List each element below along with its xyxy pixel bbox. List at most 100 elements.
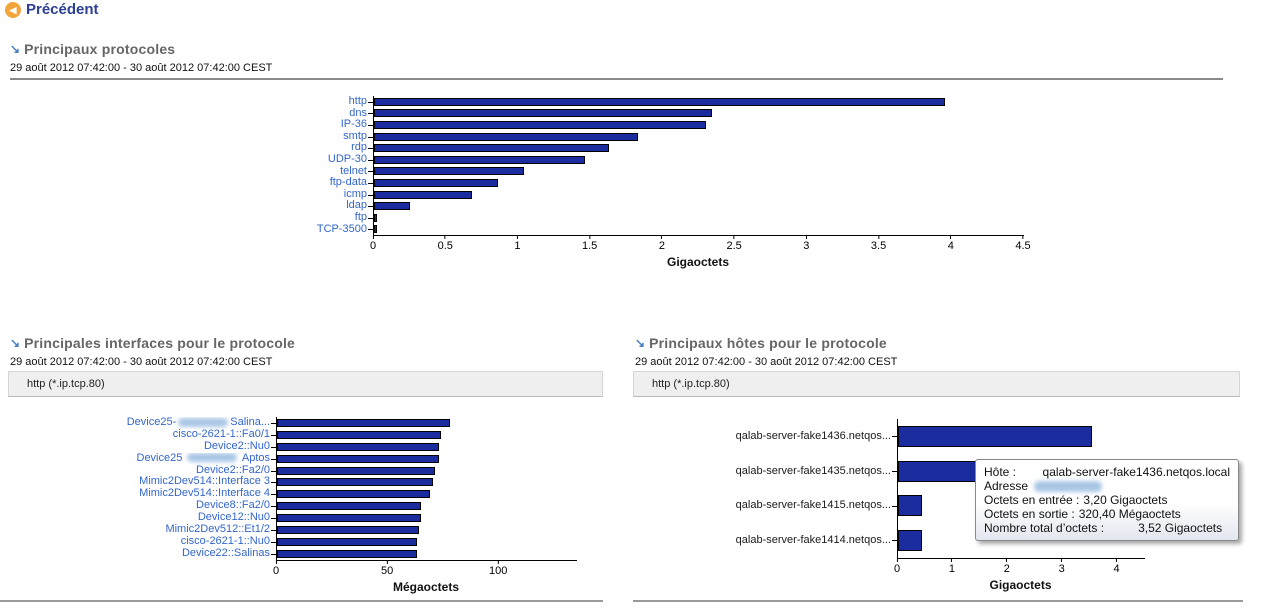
x-tick: 0 <box>370 235 376 252</box>
x-axis: 0 1 2 3 4 <box>894 557 1144 580</box>
bar[interactable] <box>898 495 922 517</box>
category-label[interactable]: ldap <box>346 200 367 212</box>
x-axis-label: Gigaoctets <box>989 577 1052 592</box>
bar[interactable] <box>277 549 417 558</box>
category-labels: qalab-server-fake1436.netqos... qalab-ser… <box>633 419 891 558</box>
x-tick: 2 <box>659 235 665 252</box>
x-tick: 0.5 <box>438 235 453 252</box>
bar[interactable] <box>277 442 440 451</box>
bar[interactable] <box>277 418 451 427</box>
bar[interactable] <box>374 178 499 187</box>
bar[interactable] <box>277 490 431 499</box>
protocol-filter-label: http (*.ip.tcp.80) <box>8 371 603 397</box>
back-arrow-icon: ◀ <box>5 1 21 18</box>
x-axis: 0 50 100 <box>273 559 576 582</box>
section-interfaces-daterange: 29 août 2012 07:42:00 - 30 août 2012 07:… <box>10 356 273 368</box>
bar[interactable] <box>277 430 442 439</box>
category-tick <box>368 229 373 231</box>
bar[interactable] <box>374 144 610 153</box>
category-label[interactable]: IP-36 <box>340 119 367 131</box>
section-interfaces-title[interactable]: ↘ Principales interfaces pour le protoco… <box>10 335 295 351</box>
category-label[interactable]: ftp-data <box>329 177 367 189</box>
x-axis-label: Mégaoctets <box>392 579 460 594</box>
bar[interactable] <box>277 478 433 487</box>
bar[interactable] <box>374 120 707 129</box>
plot-area <box>368 96 1024 237</box>
x-axis: 0 0.5 1 1.5 2 2.5 3 3.5 4 4.5 <box>370 235 1031 257</box>
category-label: qalab-server-fake1414.netqos... <box>735 534 891 547</box>
x-tick: 1 <box>514 235 521 252</box>
category-tick <box>368 206 373 208</box>
category-label[interactable]: Device22::Salinas <box>181 547 270 559</box>
category-label[interactable]: icmp <box>343 188 367 200</box>
category-label[interactable]: Device2::Nu0 <box>203 440 270 452</box>
category-tick <box>368 136 373 138</box>
drilldown-arrow-icon: ↘ <box>10 336 21 350</box>
category-label[interactable]: TCP-3500 <box>316 223 367 235</box>
category-label[interactable]: Device2::Fa2/0 <box>196 464 270 476</box>
tooltip-total-bytes-label: Nombre total d’octets : <box>984 521 1105 535</box>
category-tick <box>271 470 276 472</box>
bar[interactable] <box>898 529 922 551</box>
category-tick <box>271 458 276 460</box>
category-tick <box>368 159 373 161</box>
bar[interactable] <box>374 97 945 106</box>
bar[interactable] <box>374 190 473 199</box>
bar[interactable] <box>374 225 377 234</box>
category-tick <box>368 148 373 150</box>
category-tick <box>271 494 276 496</box>
category-tick <box>368 183 373 184</box>
bar[interactable] <box>898 425 1092 447</box>
category-tick <box>368 194 373 196</box>
category-label[interactable]: Device8::Fa2/0 <box>196 500 270 512</box>
x-tick: 50 <box>381 559 393 577</box>
section-hosts-title[interactable]: ↘ Principaux hôtes pour le protocole <box>635 335 887 351</box>
category-label[interactable]: telnet <box>340 165 367 177</box>
bar[interactable] <box>374 213 377 222</box>
bar[interactable] <box>374 155 585 164</box>
category-label[interactable]: cisco-2621-1::Fa0/1 <box>172 428 270 440</box>
drilldown-arrow-icon: ↘ <box>10 42 21 56</box>
category-label[interactable]: Mimic2Dev514::Interface 4 <box>139 488 270 500</box>
bar[interactable] <box>374 132 639 141</box>
category-label[interactable]: Mimic2Dev512::Et1/2 <box>165 524 270 536</box>
bar[interactable] <box>277 525 420 534</box>
category-label[interactable]: rdp <box>351 142 367 154</box>
category-label[interactable]: ftp <box>354 211 367 223</box>
category-label[interactable]: smtp <box>343 130 367 142</box>
protocol-filter-label: http (*.ip.tcp.80) <box>633 371 1240 397</box>
category-label[interactable]: Device25- Salina... <box>126 417 270 428</box>
x-tick: 1.5 <box>582 235 597 252</box>
category-tick <box>271 553 276 555</box>
category-label[interactable]: http <box>348 96 367 107</box>
tooltip-host-label: Hôte : <box>984 465 1017 479</box>
category-label[interactable]: cisco-2621-1::Nu0 <box>180 535 270 547</box>
bar[interactable] <box>277 537 417 546</box>
category-label: qalab-server-fake1436.netqos... <box>735 430 891 442</box>
redacted-text <box>178 417 229 427</box>
section-title-text: Principaux hôtes pour le protocole <box>649 335 887 351</box>
category-tick <box>271 541 276 543</box>
bar[interactable] <box>374 202 411 211</box>
bar[interactable] <box>374 167 525 176</box>
category-label[interactable]: Device25 Aptos <box>136 452 271 464</box>
category-tick <box>271 530 276 532</box>
section-protocols-title[interactable]: ↘ Principaux protocoles <box>10 41 175 57</box>
bar[interactable] <box>277 466 435 475</box>
bar[interactable] <box>277 502 422 511</box>
category-label[interactable]: UDP-30 <box>327 153 367 165</box>
back-label: Précédent <box>26 1 99 18</box>
category-tick <box>368 217 373 219</box>
section-hosts-daterange: 29 août 2012 07:42:00 - 30 août 2012 07:… <box>635 356 898 368</box>
category-label[interactable]: Mimic2Dev514::Interface 3 <box>139 476 270 488</box>
category-tick <box>892 505 897 507</box>
category-label[interactable]: dns <box>349 107 367 119</box>
bar[interactable] <box>277 514 422 523</box>
bar[interactable] <box>374 109 712 118</box>
back-button[interactable]: ◀ Précédent <box>5 1 99 18</box>
bar[interactable] <box>277 454 440 463</box>
redacted-text <box>187 453 238 463</box>
category-label[interactable]: Device12::Nu0 <box>197 512 270 524</box>
x-tick: 4 <box>948 235 954 252</box>
x-tick: 0 <box>273 559 279 577</box>
